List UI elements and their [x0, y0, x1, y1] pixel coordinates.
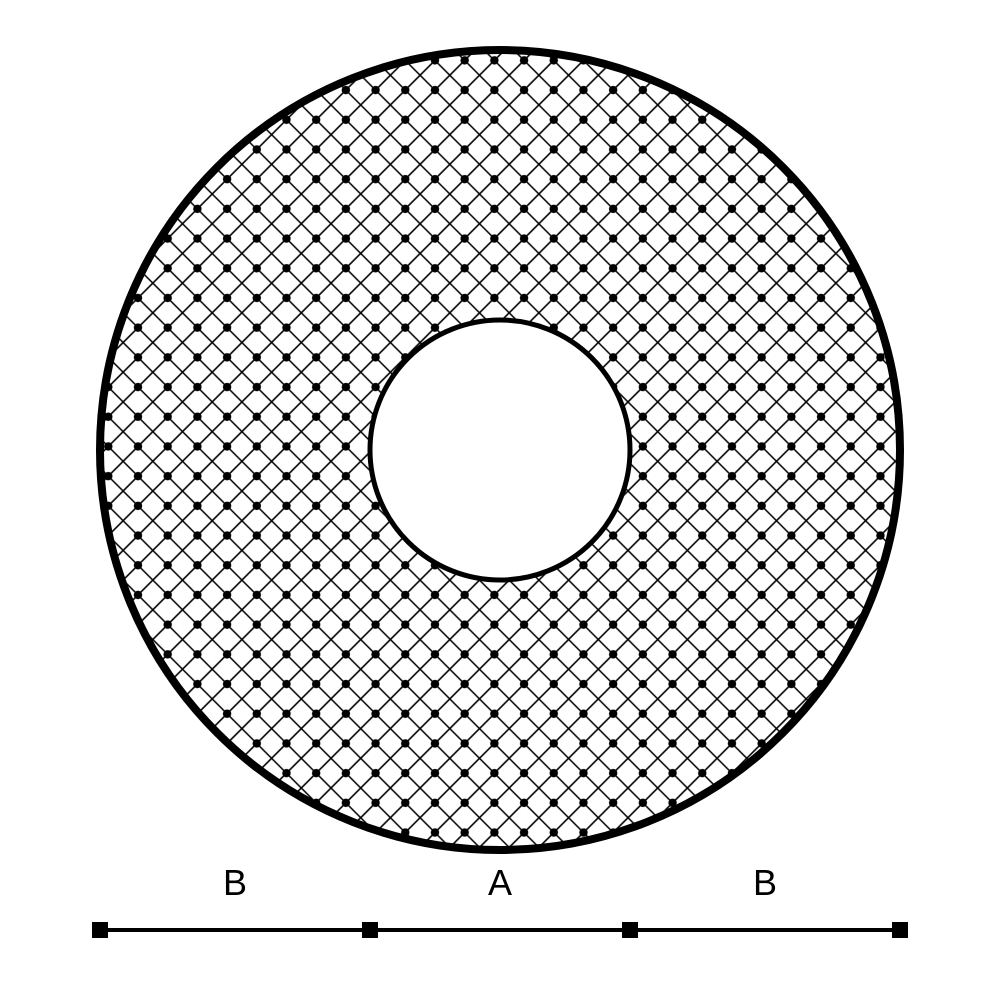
dimension-tick-1	[362, 922, 378, 938]
dimension-tick-0	[92, 922, 108, 938]
annulus-diagram: BAB	[0, 0, 1000, 1000]
dimension-label-b-2: B	[753, 862, 777, 903]
dimension-tick-2	[622, 922, 638, 938]
dimension-label-a-1: A	[488, 862, 512, 903]
dimension-tick-3	[892, 922, 908, 938]
dimension-label-b-0: B	[223, 862, 247, 903]
